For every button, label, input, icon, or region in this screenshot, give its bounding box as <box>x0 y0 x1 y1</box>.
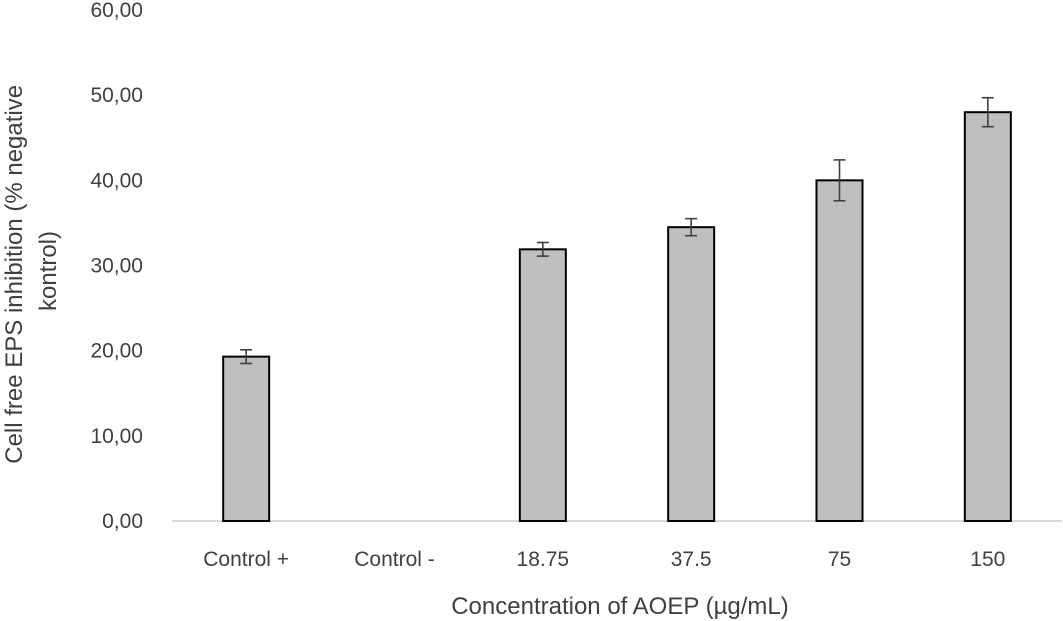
x-tick-labels: Control + Control - 18.75 37.5 75 150 <box>203 548 1005 571</box>
y-axis-title: Cell free EPS inhibition (% negative kon… <box>1 78 62 464</box>
y-tick-labels: 0,00 10,00 20,00 30,00 40,00 50,00 60,00 <box>90 0 143 533</box>
error-bar <box>981 96 994 128</box>
y-tick-label: 10,00 <box>90 425 143 448</box>
y-tick-label: 50,00 <box>90 84 143 107</box>
error-bar <box>685 217 698 237</box>
bars <box>222 111 1012 523</box>
x-tick-label: 150 <box>970 548 1005 571</box>
error-bar <box>240 349 253 365</box>
error-bar <box>833 159 846 202</box>
x-tick-label: 37.5 <box>671 548 712 571</box>
x-tick-label: Control - <box>354 548 435 571</box>
y-axis-title-line-2: kontrol) <box>35 231 62 311</box>
y-tick-label: 30,00 <box>90 255 143 278</box>
x-tick-label: Control + <box>203 548 289 571</box>
x-tick-label: 75 <box>828 548 851 571</box>
bar <box>667 226 716 523</box>
y-tick-label: 0,00 <box>102 510 143 533</box>
x-tick-label: 18.75 <box>517 548 570 571</box>
bar <box>815 179 864 522</box>
bar <box>222 355 271 522</box>
bar <box>518 248 567 522</box>
y-tick-label: 60,00 <box>90 0 143 22</box>
x-axis-title: Concentration of AOEP (µg/mL) <box>451 593 789 620</box>
y-tick-label: 20,00 <box>90 340 143 363</box>
error-bar <box>536 241 549 257</box>
error-bars <box>240 96 994 365</box>
bar <box>963 111 1012 522</box>
y-tick-label: 40,00 <box>90 169 143 192</box>
y-axis-title-line-1: Cell free EPS inhibition (% negative <box>1 85 28 464</box>
